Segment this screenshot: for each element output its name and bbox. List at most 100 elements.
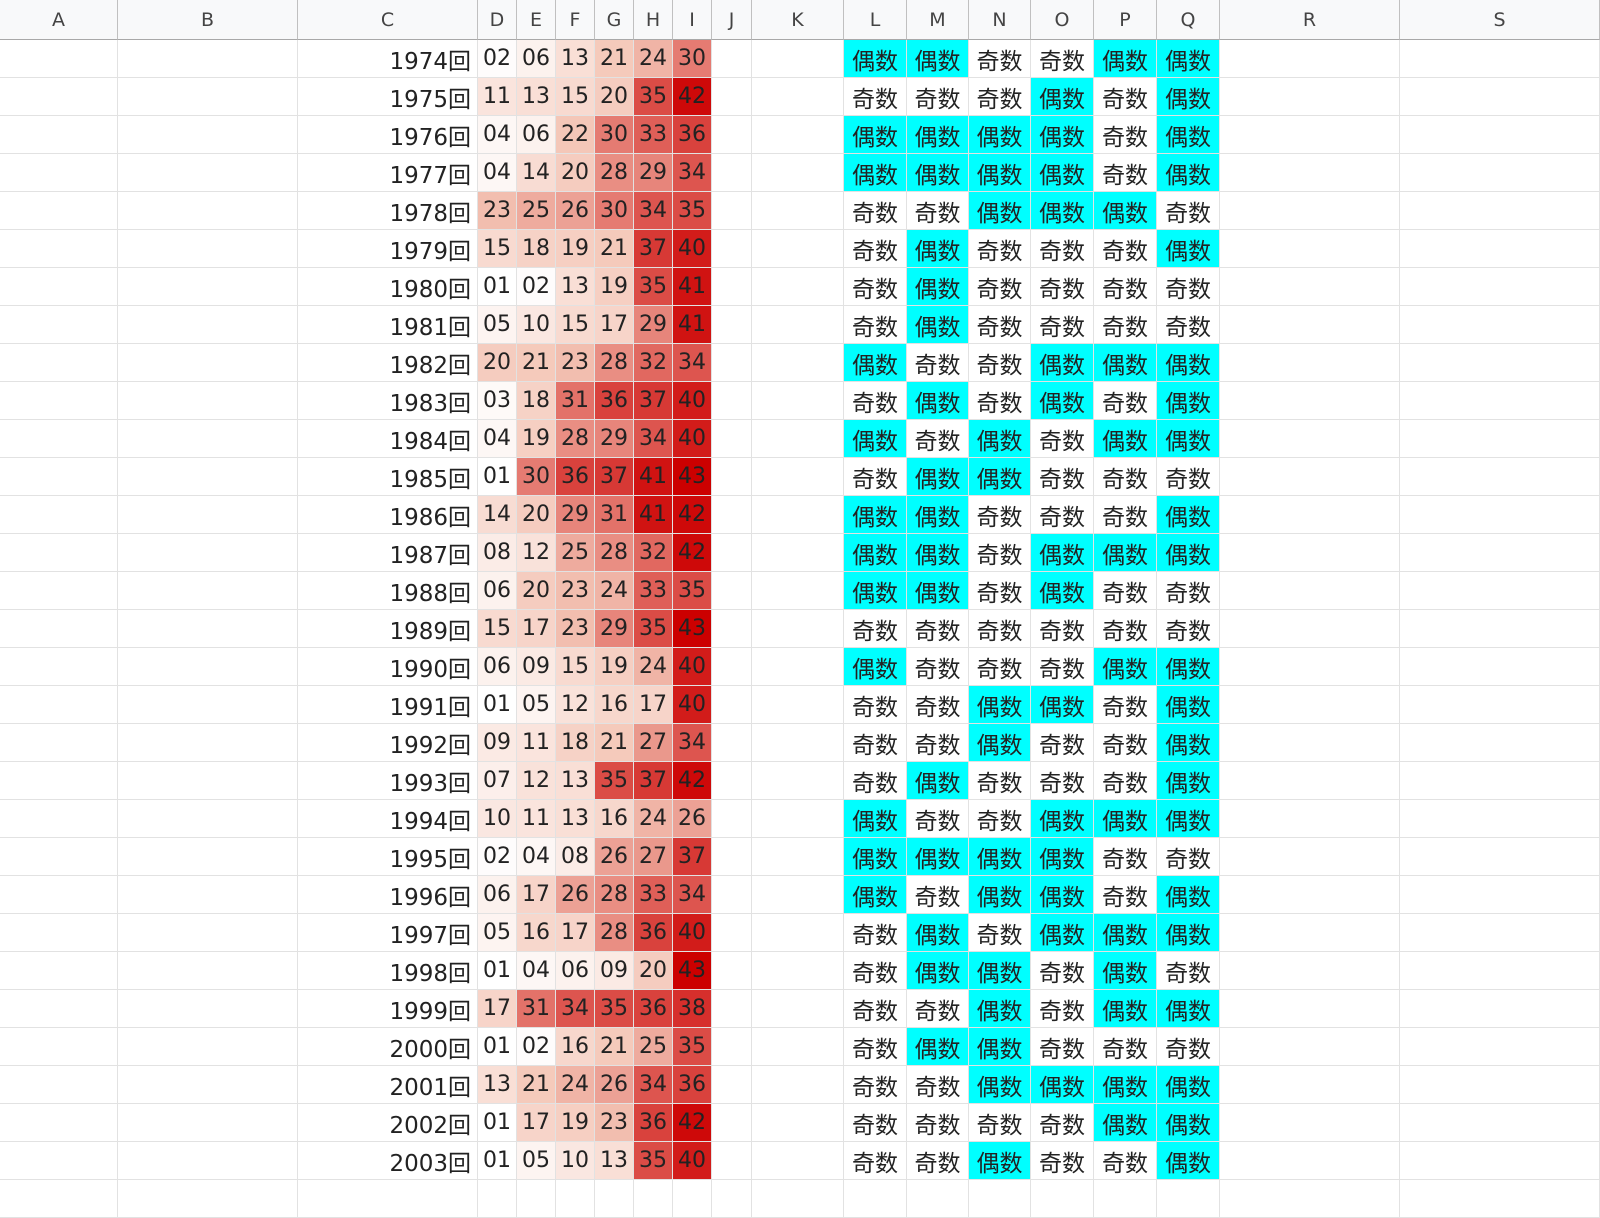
number-cell[interactable]: 36 <box>634 914 673 952</box>
parity-cell[interactable]: 奇数 <box>1157 192 1220 230</box>
number-cell[interactable]: 13 <box>517 78 556 116</box>
parity-cell[interactable]: 奇数 <box>1031 458 1094 496</box>
cell-s[interactable] <box>1400 306 1600 344</box>
parity-cell[interactable]: 奇数 <box>844 1028 907 1066</box>
parity-cell[interactable]: 偶数 <box>1031 800 1094 838</box>
parity-cell[interactable]: 偶数 <box>1157 382 1220 420</box>
cell-empty[interactable] <box>752 1180 844 1218</box>
number-cell[interactable]: 35 <box>673 572 712 610</box>
number-cell[interactable]: 23 <box>556 344 595 382</box>
cell-r[interactable] <box>1220 382 1400 420</box>
cell-r[interactable] <box>1220 952 1400 990</box>
number-cell[interactable]: 04 <box>517 838 556 876</box>
parity-cell[interactable]: 偶数 <box>907 458 969 496</box>
number-cell[interactable]: 20 <box>595 78 634 116</box>
parity-cell[interactable]: 偶数 <box>844 344 907 382</box>
cell-b[interactable] <box>118 572 298 610</box>
number-cell[interactable]: 28 <box>556 420 595 458</box>
parity-cell[interactable]: 偶数 <box>1031 344 1094 382</box>
number-cell[interactable]: 43 <box>673 458 712 496</box>
number-cell[interactable]: 34 <box>634 192 673 230</box>
parity-cell[interactable]: 偶数 <box>1157 534 1220 572</box>
parity-cell[interactable]: 奇数 <box>1031 306 1094 344</box>
column-header-j[interactable]: J <box>712 0 752 40</box>
cell-j[interactable] <box>712 268 752 306</box>
number-cell[interactable]: 30 <box>595 116 634 154</box>
cell-j[interactable] <box>712 914 752 952</box>
cell-s[interactable] <box>1400 610 1600 648</box>
parity-cell[interactable]: 偶数 <box>907 572 969 610</box>
parity-cell[interactable]: 偶数 <box>907 382 969 420</box>
cell-b[interactable] <box>118 230 298 268</box>
parity-cell[interactable]: 偶数 <box>1031 116 1094 154</box>
parity-cell[interactable]: 奇数 <box>969 914 1031 952</box>
cell-b[interactable] <box>118 610 298 648</box>
cell-k[interactable] <box>752 876 844 914</box>
number-cell[interactable]: 17 <box>634 686 673 724</box>
cell-empty[interactable] <box>478 1180 517 1218</box>
cell-s[interactable] <box>1400 496 1600 534</box>
parity-cell[interactable]: 偶数 <box>907 116 969 154</box>
cell-j[interactable] <box>712 116 752 154</box>
parity-cell[interactable]: 偶数 <box>1157 420 1220 458</box>
parity-cell[interactable]: 奇数 <box>907 876 969 914</box>
cell-b[interactable] <box>118 800 298 838</box>
parity-cell[interactable]: 偶数 <box>969 458 1031 496</box>
parity-cell[interactable]: 奇数 <box>1031 952 1094 990</box>
cell-k[interactable] <box>752 1066 844 1104</box>
parity-cell[interactable]: 奇数 <box>969 496 1031 534</box>
number-cell[interactable]: 15 <box>556 306 595 344</box>
parity-cell[interactable]: 奇数 <box>969 268 1031 306</box>
parity-cell[interactable]: 奇数 <box>1094 838 1157 876</box>
cell-s[interactable] <box>1400 648 1600 686</box>
draw-number-cell[interactable]: 1979回 <box>298 230 478 268</box>
number-cell[interactable]: 13 <box>556 268 595 306</box>
cell-a[interactable] <box>0 1028 118 1066</box>
parity-cell[interactable]: 奇数 <box>969 800 1031 838</box>
number-cell[interactable]: 14 <box>478 496 517 534</box>
number-cell[interactable]: 01 <box>478 268 517 306</box>
parity-cell[interactable]: 奇数 <box>969 648 1031 686</box>
draw-number-cell[interactable]: 1998回 <box>298 952 478 990</box>
draw-number-cell[interactable]: 1984回 <box>298 420 478 458</box>
cell-a[interactable] <box>0 344 118 382</box>
cell-s[interactable] <box>1400 78 1600 116</box>
parity-cell[interactable]: 偶数 <box>1094 420 1157 458</box>
cell-b[interactable] <box>118 116 298 154</box>
parity-cell[interactable]: 奇数 <box>969 382 1031 420</box>
cell-a[interactable] <box>0 1142 118 1180</box>
cell-empty[interactable] <box>1031 1180 1094 1218</box>
parity-cell[interactable]: 奇数 <box>844 952 907 990</box>
number-cell[interactable]: 20 <box>478 344 517 382</box>
cell-j[interactable] <box>712 648 752 686</box>
cell-j[interactable] <box>712 686 752 724</box>
cell-b[interactable] <box>118 40 298 78</box>
parity-cell[interactable]: 偶数 <box>1157 40 1220 78</box>
cell-b[interactable] <box>118 268 298 306</box>
number-cell[interactable]: 19 <box>556 230 595 268</box>
cell-b[interactable] <box>118 306 298 344</box>
cell-j[interactable] <box>712 154 752 192</box>
draw-number-cell[interactable]: 1980回 <box>298 268 478 306</box>
number-cell[interactable]: 26 <box>595 838 634 876</box>
number-cell[interactable]: 28 <box>595 154 634 192</box>
parity-cell[interactable]: 奇数 <box>1094 306 1157 344</box>
parity-cell[interactable]: 奇数 <box>844 610 907 648</box>
number-cell[interactable]: 35 <box>634 1142 673 1180</box>
parity-cell[interactable]: 奇数 <box>1031 40 1094 78</box>
draw-number-cell[interactable]: 1995回 <box>298 838 478 876</box>
cell-s[interactable] <box>1400 990 1600 1028</box>
cell-k[interactable] <box>752 1028 844 1066</box>
parity-cell[interactable]: 偶数 <box>1031 154 1094 192</box>
cell-r[interactable] <box>1220 990 1400 1028</box>
cell-s[interactable] <box>1400 344 1600 382</box>
number-cell[interactable]: 37 <box>634 762 673 800</box>
cell-r[interactable] <box>1220 496 1400 534</box>
parity-cell[interactable]: 奇数 <box>844 230 907 268</box>
number-cell[interactable]: 06 <box>517 116 556 154</box>
cell-j[interactable] <box>712 40 752 78</box>
cell-a[interactable] <box>0 952 118 990</box>
cell-k[interactable] <box>752 800 844 838</box>
parity-cell[interactable]: 奇数 <box>844 686 907 724</box>
parity-cell[interactable]: 奇数 <box>1031 724 1094 762</box>
